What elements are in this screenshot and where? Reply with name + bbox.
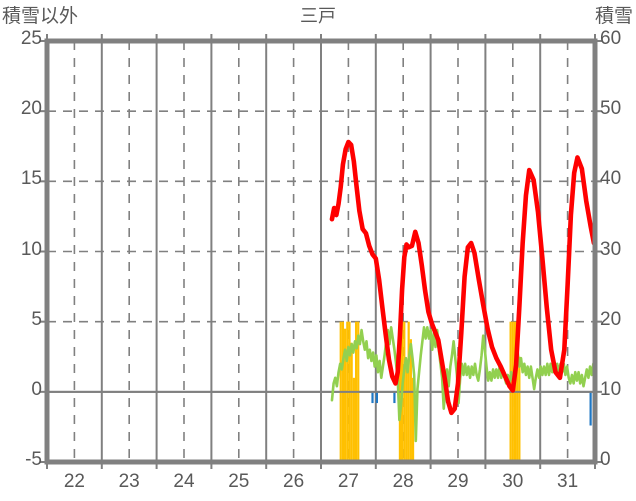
x-axis-tick: 27 xyxy=(337,471,359,492)
x-axis-tick: 26 xyxy=(283,471,305,492)
y-axis-left-tick: 0 xyxy=(31,378,42,400)
chart-title: 三戸 xyxy=(300,6,336,26)
x-axis-tick: 29 xyxy=(447,471,469,492)
y-axis-right-tick: 0 xyxy=(600,449,611,470)
y-axis-right-tick: 40 xyxy=(600,168,622,190)
y-axis-left-tick: -5 xyxy=(25,449,42,470)
x-axis-tick: 23 xyxy=(118,471,140,492)
y-axis-left-tick: 10 xyxy=(20,238,42,260)
x-axis-tick: 30 xyxy=(502,471,524,492)
x-axis-tick: 22 xyxy=(63,471,85,492)
y-axis-left-tick: 15 xyxy=(20,168,42,190)
right-axis-title: 積雪 xyxy=(594,6,633,27)
x-axis-tick: 25 xyxy=(228,471,250,492)
y-axis-right-tick: 50 xyxy=(600,98,622,120)
x-axis-tick: 24 xyxy=(173,471,195,492)
left-axis-title: 積雪以外 xyxy=(2,6,79,27)
y-axis-left-tick: 25 xyxy=(20,28,42,49)
x-axis-tick: 28 xyxy=(392,471,414,492)
y-axis-right-tick: 20 xyxy=(600,308,622,330)
y-axis-left-tick: 20 xyxy=(20,98,42,120)
y-axis-right-tick: 30 xyxy=(600,238,622,260)
y-axis-right-tick: 60 xyxy=(600,28,622,49)
y-axis-right-tick: 10 xyxy=(600,378,622,400)
x-axis-tick: 31 xyxy=(557,471,579,492)
y-axis-left-tick: 5 xyxy=(31,308,42,330)
